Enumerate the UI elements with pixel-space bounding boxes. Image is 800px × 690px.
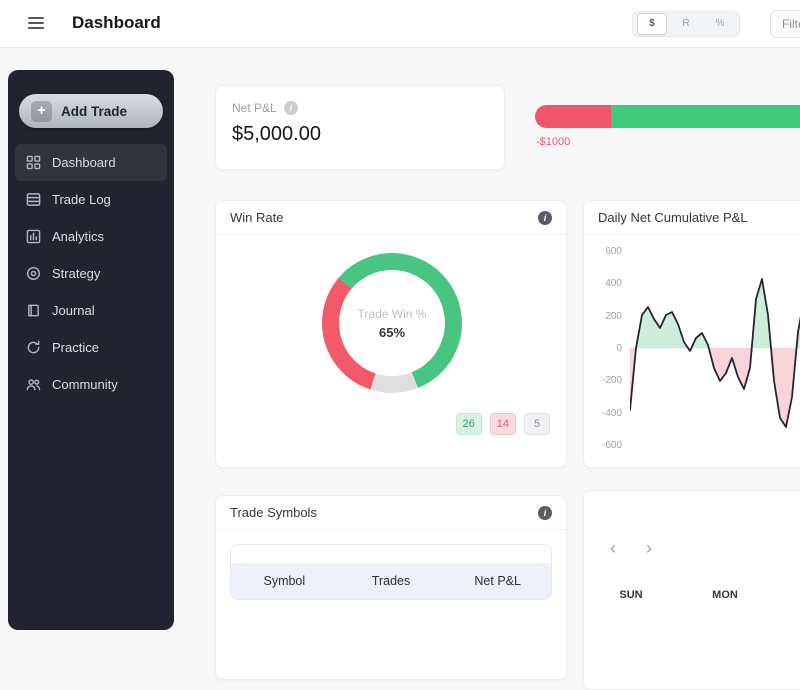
daily-pnl-title: Daily Net Cumulative P&L bbox=[598, 210, 748, 225]
practice-refresh-icon bbox=[26, 340, 41, 355]
pnl-bar-min-label: -$1000 bbox=[536, 136, 571, 148]
info-icon[interactable]: i bbox=[283, 101, 298, 115]
win-rate-donut-chart: Trade Win % 65% bbox=[322, 253, 462, 393]
add-trade-button[interactable]: + Add Trade bbox=[19, 94, 163, 128]
trade-symbols-card: Trade Symbols i Symbol Trades Net P&L bbox=[215, 495, 567, 680]
daily-cumulative-pnl-card: Daily Net Cumulative P&L 600 400 200 0 -… bbox=[583, 200, 800, 468]
dashboard-grid-icon bbox=[26, 155, 41, 170]
donut-center-label: Trade Win % bbox=[357, 306, 427, 321]
unit-toggle-percent[interactable]: % bbox=[715, 18, 725, 29]
losses-badge: 14 bbox=[489, 413, 516, 435]
pnl-bar-gain-segment bbox=[610, 105, 800, 128]
table-header-row: Symbol Trades Net P&L bbox=[231, 563, 551, 599]
community-people-icon bbox=[26, 377, 41, 392]
win-rate-card: Win Rate i Trade Win % 65% 26 14 5 bbox=[215, 200, 567, 468]
sidebar-item-label: Practice bbox=[52, 340, 99, 355]
sidebar-item-analytics[interactable]: Analytics bbox=[15, 218, 167, 255]
calendar-day-headers: SUN MON bbox=[584, 589, 800, 601]
sidebar-item-label: Trade Log bbox=[52, 192, 111, 207]
sidebar-item-label: Analytics bbox=[52, 229, 105, 244]
y-tick: -400 bbox=[601, 407, 622, 419]
sidebar: + Add Trade Dashboard Trade Log Analytic… bbox=[8, 70, 174, 630]
add-trade-label: Add Trade bbox=[61, 103, 128, 119]
net-pnl-value: $5,000.00 bbox=[232, 123, 321, 145]
calendar-next-button[interactable]: › bbox=[646, 538, 652, 558]
sidebar-item-dashboard[interactable]: Dashboard bbox=[15, 144, 167, 181]
sidebar-item-label: Strategy bbox=[52, 266, 101, 281]
win-rate-badges: 26 14 5 bbox=[455, 413, 550, 435]
trade-log-list-icon bbox=[26, 192, 41, 207]
unit-toggle-group: $ R % bbox=[632, 11, 740, 37]
sidebar-item-label: Journal bbox=[52, 303, 95, 318]
pnl-progress-bar bbox=[535, 105, 800, 128]
sidebar-item-trade-log[interactable]: Trade Log bbox=[15, 181, 167, 218]
y-axis-labels: 600 400 200 0 -200 -400 -600 bbox=[592, 246, 622, 451]
info-icon[interactable]: i bbox=[538, 505, 552, 520]
net-pnl-label: Net P&L bbox=[232, 101, 277, 115]
filters-button[interactable]: Filters bbox=[770, 10, 800, 38]
plus-icon: + bbox=[31, 100, 52, 122]
sidebar-item-strategy[interactable]: Strategy bbox=[15, 255, 167, 292]
calendar-card: ‹ › SUN MON bbox=[583, 490, 800, 690]
analytics-chart-icon bbox=[26, 229, 41, 244]
sidebar-item-community[interactable]: Community bbox=[15, 366, 167, 403]
sidebar-item-label: Dashboard bbox=[52, 155, 116, 170]
breakeven-badge: 5 bbox=[524, 413, 550, 435]
calendar-prev-button[interactable]: ‹ bbox=[610, 538, 616, 558]
y-tick: -200 bbox=[601, 375, 622, 387]
column-header-trades: Trades bbox=[371, 574, 411, 588]
unit-toggle-r[interactable]: R bbox=[682, 18, 690, 29]
top-header: Dashboard $ R % Filters bbox=[0, 0, 800, 48]
net-pnl-card: Net P&L i $5,000.00 bbox=[215, 85, 505, 170]
day-header-mon: MON bbox=[712, 589, 738, 601]
win-rate-title: Win Rate bbox=[230, 210, 284, 225]
column-header-net-pnl: Net P&L bbox=[474, 574, 521, 588]
cumulative-pnl-line-chart bbox=[629, 246, 800, 456]
y-tick: 0 bbox=[616, 342, 622, 354]
hamburger-menu-icon[interactable] bbox=[28, 17, 44, 30]
sidebar-item-journal[interactable]: Journal bbox=[15, 292, 167, 329]
day-header-sun: SUN bbox=[619, 589, 643, 601]
info-icon[interactable]: i bbox=[538, 210, 552, 225]
y-tick: 600 bbox=[605, 246, 622, 257]
sidebar-item-label: Community bbox=[52, 377, 118, 392]
trade-symbols-title: Trade Symbols bbox=[230, 505, 317, 520]
y-tick: 200 bbox=[605, 310, 622, 322]
donut-center-value: 65% bbox=[378, 324, 406, 340]
y-tick: -600 bbox=[601, 439, 622, 451]
wins-badge: 26 bbox=[455, 413, 482, 435]
pnl-bar-loss-segment bbox=[535, 105, 611, 128]
trade-symbols-table: Symbol Trades Net P&L bbox=[230, 544, 552, 600]
journal-book-icon bbox=[26, 303, 41, 318]
strategy-target-icon bbox=[26, 266, 41, 281]
page-title: Dashboard bbox=[72, 13, 161, 32]
unit-toggle-dollar[interactable]: $ bbox=[637, 13, 667, 35]
column-header-symbol: Symbol bbox=[263, 574, 306, 588]
sidebar-item-practice[interactable]: Practice bbox=[15, 329, 167, 366]
y-tick: 400 bbox=[605, 278, 622, 290]
